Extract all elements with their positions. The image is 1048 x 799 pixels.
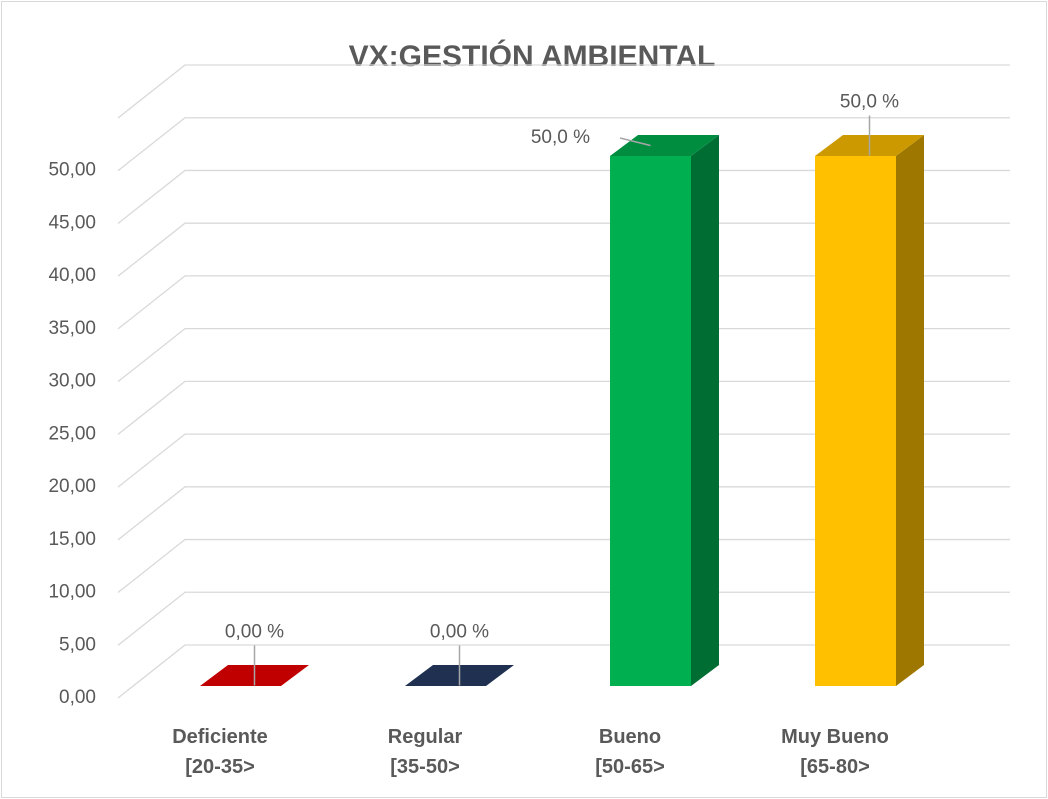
y-tick-label: 20,00: [48, 476, 96, 497]
grid-line: [117, 380, 1010, 435]
data-label: 0,00 %: [225, 622, 284, 643]
grid-line: [117, 117, 1010, 172]
data-label: 0,00 %: [430, 622, 489, 643]
grid-line: [117, 486, 1010, 541]
grid-line: [117, 275, 1010, 330]
y-tick-label: 0,00: [59, 687, 96, 708]
grid-line: [117, 169, 1010, 224]
grid-line: [117, 222, 1010, 277]
y-tick-label: 30,00: [48, 371, 96, 392]
bar-side: [896, 135, 924, 686]
data-label: 50,0 %: [531, 127, 590, 148]
data-label: 50,0 %: [840, 92, 899, 113]
x-tick-label: Bueno [50-65>: [595, 726, 665, 778]
bar: [610, 135, 719, 686]
x-tick-label: Muy Bueno [65-80>: [781, 726, 889, 778]
leader-line: [619, 137, 651, 147]
y-tick-label: 45,00: [48, 212, 96, 233]
grid-line: [117, 327, 1010, 383]
grid-line: [117, 644, 1010, 699]
y-tick-label: 10,00: [48, 582, 96, 603]
y-tick-label: 25,00: [48, 423, 96, 444]
x-tick-label: Deficiente [20-35>: [172, 726, 268, 778]
bar-front: [610, 156, 691, 686]
grid-line: [117, 433, 1010, 488]
y-tick-label: 50,00: [48, 160, 96, 181]
y-tick-label: 15,00: [48, 529, 96, 550]
wall-top-edge: [117, 64, 1010, 119]
chart-title: VX:GESTIÓN AMBIENTAL: [349, 39, 716, 73]
grid-line: [117, 591, 1010, 646]
x-tick-label: Regular [35-50>: [387, 726, 463, 778]
bar: [815, 135, 924, 686]
grid-line: [117, 538, 1010, 594]
y-tick-label: 40,00: [48, 265, 96, 286]
bar-side: [691, 135, 719, 686]
bar-front: [815, 156, 896, 686]
y-tick-label: 35,00: [48, 318, 96, 339]
bar-top: [610, 135, 719, 156]
y-tick-label: 5,00: [59, 634, 96, 655]
